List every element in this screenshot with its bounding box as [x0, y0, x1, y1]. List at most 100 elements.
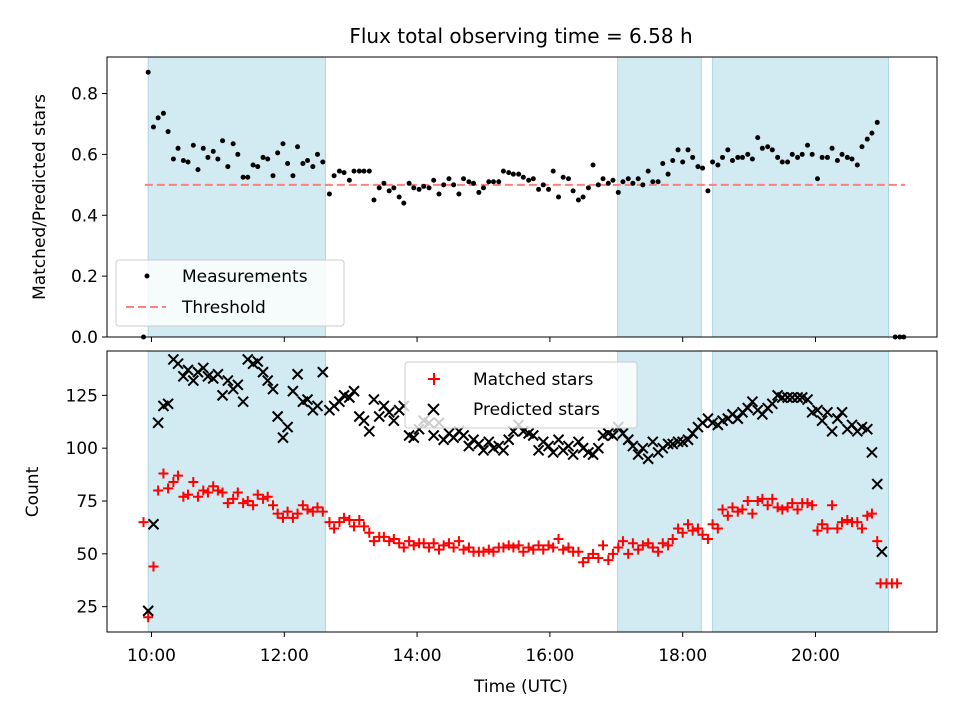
matched-star-point	[837, 517, 848, 528]
measurement-point	[265, 156, 271, 162]
measurement-point	[466, 179, 472, 185]
measurement-point	[185, 159, 191, 165]
predicted-star-point	[816, 415, 828, 427]
measurement-point	[615, 189, 621, 195]
measurement-point	[210, 148, 216, 154]
top-plot-area	[141, 69, 907, 340]
measurement-point	[295, 144, 301, 150]
predicted-star-point	[622, 434, 634, 446]
matched-star-point	[458, 544, 469, 555]
measurement-point	[814, 176, 820, 182]
matched-star-point	[268, 500, 278, 511]
measurement-point	[300, 161, 306, 167]
measurement-point	[779, 159, 785, 165]
measurement-point	[476, 189, 482, 195]
matched-star-point	[324, 517, 335, 528]
matched-star-point	[807, 500, 818, 511]
measurement-point	[456, 191, 462, 197]
predicted-star-point	[152, 417, 164, 429]
measurement-point	[165, 129, 171, 135]
matched-star-point	[627, 538, 638, 549]
measurement-point	[769, 147, 775, 153]
matched-star-point	[518, 546, 529, 557]
matched-star-point	[272, 508, 283, 519]
matched-star-point	[217, 487, 228, 498]
measurement-point	[695, 164, 701, 170]
measurement-point	[729, 157, 735, 163]
measurement-point	[215, 156, 221, 162]
matched-star-point	[248, 500, 259, 511]
measurement-point	[280, 141, 286, 147]
x-tick-label: 16:00	[525, 646, 574, 666]
measurement-point	[225, 164, 231, 170]
predicted-star-point	[187, 374, 200, 387]
predicted-star-point	[182, 364, 194, 376]
predicted-star-point	[542, 440, 555, 452]
predicted-star-point	[197, 362, 209, 374]
matched-star-point	[384, 536, 395, 547]
measurement-point	[471, 180, 477, 186]
measurement-point	[755, 135, 761, 141]
matched-star-point	[752, 496, 763, 507]
measurement-point	[516, 171, 522, 177]
measurement-point	[739, 154, 745, 160]
predicted-star-point	[463, 440, 475, 452]
measurement-point	[560, 174, 566, 180]
measurement-point	[605, 180, 611, 186]
matched-star-point	[354, 515, 365, 526]
matched-star-point	[812, 525, 823, 536]
measurement-point	[864, 136, 870, 142]
measurement-point	[759, 145, 765, 151]
matched-star-point	[772, 502, 783, 513]
measurement-point	[735, 154, 741, 160]
measurement-point	[255, 164, 261, 170]
y-tick-label: 0.0	[71, 328, 98, 348]
top-x-axis	[150, 337, 816, 342]
measurement-point	[160, 110, 166, 116]
measurement-point	[775, 154, 781, 160]
predicted-star-point	[162, 398, 174, 410]
measurement-point	[630, 180, 636, 186]
predicted-star-point	[281, 421, 294, 433]
measurement-point	[536, 186, 542, 192]
predicted-star-point	[408, 431, 420, 444]
matched-star-point	[252, 489, 263, 500]
measurement-point	[150, 124, 156, 130]
measurement-point	[235, 151, 241, 157]
matched-star-point	[613, 542, 624, 553]
measurement-point	[580, 194, 586, 200]
matched-star-point	[722, 510, 733, 521]
matched-star-point	[448, 542, 459, 553]
measurement-point	[351, 168, 357, 174]
predicted-star-point	[457, 429, 470, 442]
measurement-point	[431, 177, 437, 183]
predicted-star-point	[637, 442, 649, 454]
measurement-point	[640, 182, 646, 188]
measurement-point	[356, 168, 362, 174]
measurement-point	[844, 154, 850, 160]
measurement-point	[799, 151, 805, 157]
measurement-point	[874, 119, 880, 125]
measurement-point	[175, 145, 181, 151]
predicted-star-point	[216, 389, 229, 402]
measurement-point	[451, 182, 457, 188]
predicted-star-point	[552, 434, 565, 446]
matched-star-point	[138, 517, 149, 528]
matched-star-point	[282, 506, 293, 517]
matched-star-point	[543, 540, 554, 551]
matched-star-point	[588, 548, 599, 559]
predicted-star-point	[147, 518, 160, 530]
matched-star-point	[364, 527, 375, 538]
x-tick-label: 18:00	[658, 646, 707, 666]
predicted-star-point	[317, 366, 329, 378]
predicted-star-point	[607, 429, 619, 442]
measurement-point	[381, 180, 387, 186]
predicted-star-point	[642, 453, 654, 465]
matched-star-point	[617, 536, 628, 547]
predicted-star-point	[831, 412, 844, 425]
predicted-star-point	[562, 440, 575, 452]
matched-star-point	[742, 496, 753, 507]
matched-star-point	[438, 540, 449, 551]
measurement-point	[869, 130, 875, 136]
predicted-star-point	[503, 434, 515, 446]
